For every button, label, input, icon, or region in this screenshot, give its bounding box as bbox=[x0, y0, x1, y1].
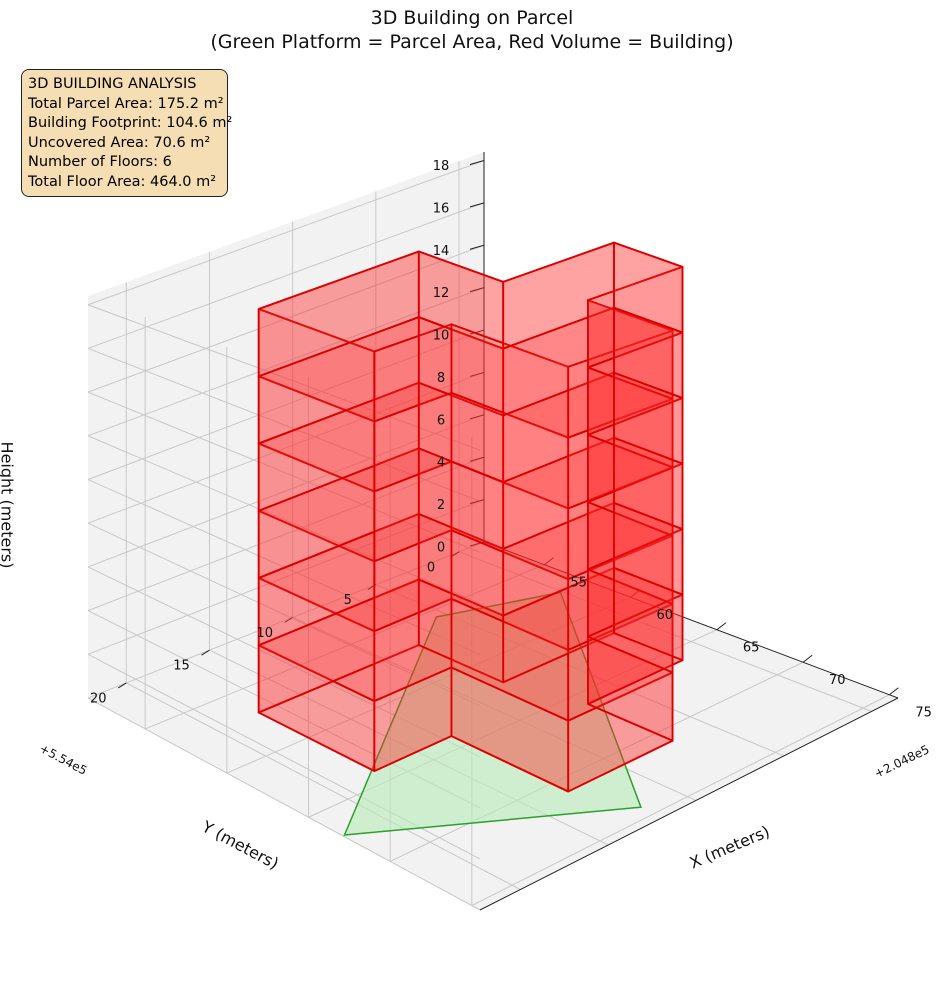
z-tick-label-18: 18 bbox=[433, 159, 450, 174]
chart-title-line1: 3D Building on Parcel bbox=[370, 7, 574, 29]
grid-y-floor-0 bbox=[458, 551, 872, 712]
grid-z-back-12 bbox=[87, 435, 481, 604]
y-tick-label-10: 10 bbox=[256, 626, 273, 641]
y-tick-label-15: 15 bbox=[173, 659, 190, 674]
grid-x-floor-55 bbox=[144, 564, 545, 730]
z-tick-2 bbox=[469, 499, 485, 505]
x-tick-60 bbox=[630, 589, 640, 598]
y-tick-label-5: 5 bbox=[344, 593, 352, 608]
chart-title: 3D Building on Parcel (Green Platform = … bbox=[0, 6, 944, 54]
axes bbox=[118, 152, 899, 911]
y-axis-label: Y (meters) bbox=[198, 817, 282, 874]
z-tick-label-12: 12 bbox=[433, 286, 450, 301]
info-box: 3D BUILDING ANALYSIS Total Parcel Area: … bbox=[21, 69, 233, 197]
x-tick-65 bbox=[716, 622, 727, 631]
z-tick-label-4: 4 bbox=[437, 456, 445, 471]
grid-z-back-18 bbox=[87, 304, 481, 451]
x-tick-label-75: 75 bbox=[915, 705, 932, 720]
z-tick-label-8: 8 bbox=[437, 371, 445, 386]
z-tick-label-6: 6 bbox=[437, 413, 445, 428]
info-heading: 3D BUILDING ANALYSIS bbox=[28, 76, 197, 92]
info-line-floor-area: Total Floor Area: 464.0 m² bbox=[28, 173, 217, 190]
info-line-uncovered: Uncovered Area: 70.6 m² bbox=[28, 134, 211, 151]
x-tick-55 bbox=[544, 557, 554, 566]
x-tick-label-70: 70 bbox=[829, 673, 846, 688]
grid-z-back-0 bbox=[87, 697, 481, 911]
y-axis-offset: +5.54e5 bbox=[37, 741, 89, 778]
z-tick-label-16: 16 bbox=[433, 201, 450, 216]
y-tick-label-0: 0 bbox=[427, 560, 435, 575]
info-line-parcel-area: Total Parcel Area: 175.2 m² bbox=[28, 95, 224, 112]
x-axis-line bbox=[479, 697, 899, 911]
z-tick-4 bbox=[469, 456, 485, 462]
x-tick-label-55: 55 bbox=[570, 575, 587, 590]
wall-f5-s2 bbox=[613, 241, 684, 334]
info-line-floors: Number of Floors: 6 bbox=[28, 154, 172, 171]
z-tick-label-10: 10 bbox=[433, 329, 450, 344]
building-volume bbox=[257, 241, 684, 793]
z-tick-label-2: 2 bbox=[437, 498, 445, 513]
z-tick-10 bbox=[469, 329, 485, 335]
z-tick-12 bbox=[469, 287, 485, 293]
x-tick-70 bbox=[802, 654, 813, 663]
z-axis-label: Height (meters) bbox=[0, 442, 17, 569]
z-tick-14 bbox=[469, 244, 485, 250]
y-tick-label-20: 20 bbox=[90, 691, 107, 706]
z-tick-label-14: 14 bbox=[433, 244, 450, 259]
z-tick-label-0: 0 bbox=[437, 541, 445, 556]
grid-z-left-18 bbox=[87, 160, 485, 306]
z-tick-16 bbox=[469, 202, 485, 208]
grid-z-left-16 bbox=[87, 202, 485, 349]
x-tick-label-65: 65 bbox=[743, 640, 760, 655]
z-tick-6 bbox=[469, 414, 485, 420]
y-axis-line bbox=[483, 541, 899, 699]
grid-x-floor-75 bbox=[471, 694, 890, 907]
y-tick-15 bbox=[201, 649, 210, 656]
y-tick-20 bbox=[118, 682, 127, 689]
x-axis-offset: +2.048e5 bbox=[872, 742, 932, 781]
x-tick-75 bbox=[889, 687, 899, 696]
z-tick-8 bbox=[469, 371, 485, 377]
y-tick-10 bbox=[284, 616, 293, 623]
y-tick-0 bbox=[450, 551, 460, 558]
grid-y-floor-20 bbox=[126, 682, 521, 890]
info-line-footprint: Building Footprint: 104.6 m² bbox=[28, 115, 233, 132]
x-tick-label-60: 60 bbox=[657, 608, 674, 623]
z-tick-18 bbox=[469, 159, 485, 165]
x-axis-label: X (meters) bbox=[687, 822, 773, 873]
grid-z-back-14 bbox=[87, 391, 481, 553]
chart-title-line2: (Green Platform = Parcel Area, Red Volum… bbox=[210, 31, 734, 53]
